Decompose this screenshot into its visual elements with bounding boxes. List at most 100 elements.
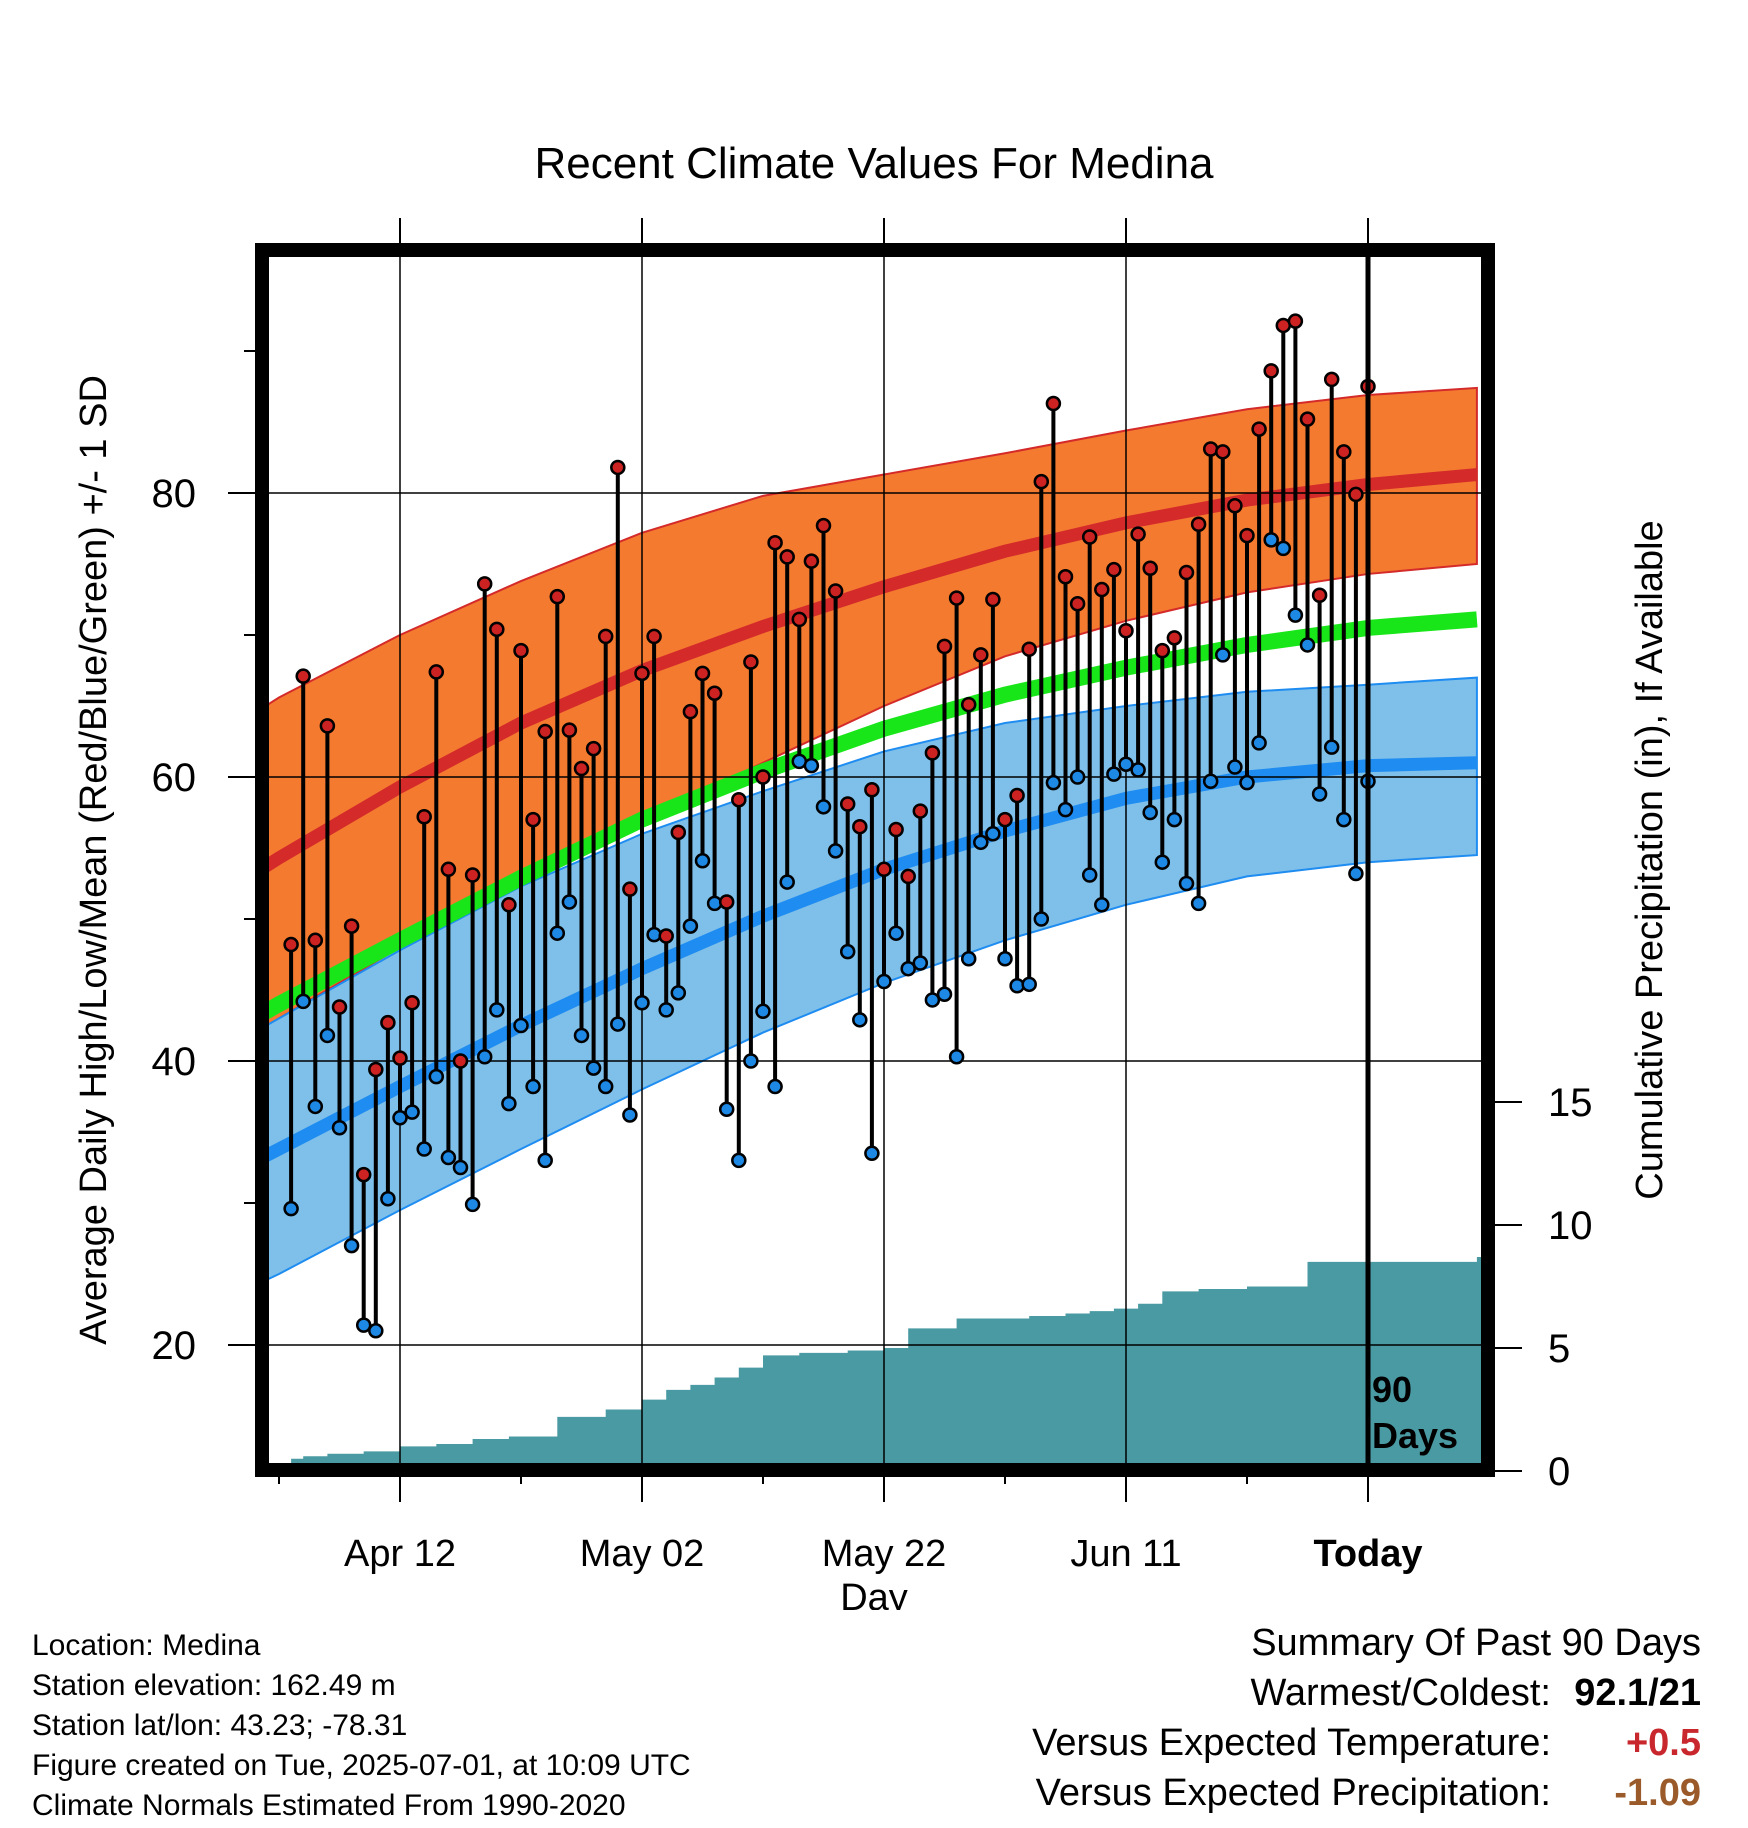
daily-low-point [525, 1078, 541, 1095]
daily-high-point [489, 621, 505, 638]
daily-high-point [1094, 581, 1110, 598]
daily-high-point [501, 897, 517, 913]
daily-low-point [1166, 811, 1183, 828]
daily-low-point [1311, 786, 1328, 802]
daily-low-point [343, 1237, 360, 1254]
daily-low-point [827, 843, 844, 859]
daily-high-point [936, 638, 953, 655]
daily-high-point [985, 591, 1001, 608]
daily-high-point [1336, 444, 1352, 460]
daily-low-point [948, 1048, 965, 1065]
daily-low-point [718, 1101, 735, 1118]
daily-high-point [561, 722, 578, 738]
plot-frame [255, 243, 1495, 1477]
daily-high-point [1033, 473, 1050, 490]
daily-high-point [839, 796, 856, 812]
summary-label: Warmest/Coldest: [1250, 1672, 1551, 1714]
daily-low-point [1094, 897, 1110, 913]
daily-low-point [658, 1002, 674, 1018]
axis-ticks: Apr 12 May 02 May 22 Jun 11 Today 20 40 60 80 0 5 1… [152, 218, 1593, 1575]
x-tick-label: Apr 12 [344, 1533, 456, 1575]
daily-high-point [755, 769, 771, 785]
daily-low-point [876, 973, 892, 990]
daily-low-point [1263, 532, 1279, 548]
daily-low-point [936, 986, 953, 1003]
daily-low-point [1178, 875, 1195, 892]
chart-title: Recent Climate Values For Medina [534, 139, 1214, 188]
daily-high-point [803, 553, 820, 569]
daily-low-point [1287, 607, 1304, 623]
daily-low-point [864, 1145, 880, 1162]
station-info: Location: Medina Station elevation: 162.… [32, 1626, 691, 1826]
y-tick-label: 40 [152, 1040, 197, 1084]
daily-low-point [597, 1078, 614, 1095]
daily-low-point [1190, 895, 1207, 912]
daily-low-point [1033, 911, 1050, 927]
daily-high-point [1215, 444, 1231, 460]
days-annotation: 90 [1372, 1369, 1412, 1410]
daily-high-point [452, 1053, 469, 1069]
daily-high-point [1311, 587, 1328, 603]
daily-high-point [670, 824, 687, 841]
daily-low-point [1154, 854, 1171, 870]
daily-high-point [1142, 560, 1158, 577]
info-elevation: Station elevation: 162.49 m [32, 1669, 396, 1702]
daily-high-point [1239, 527, 1255, 544]
info-created: Figure created on Tue, 2025-07-01, at 10… [32, 1749, 691, 1782]
daily-low-point [900, 960, 916, 977]
daily-low-point [1142, 804, 1158, 821]
daily-high-point [513, 642, 529, 659]
daily-low-point [1081, 867, 1098, 883]
daily-high-point [973, 647, 989, 663]
x-tick-label: May 22 [822, 1533, 947, 1575]
daily-low-point [1215, 647, 1231, 663]
daily-high-point [573, 760, 590, 777]
info-normals: Climate Normals Estimated From 1990-2020 [32, 1789, 626, 1822]
daily-low-point [513, 1017, 529, 1034]
daily-high-point [1178, 564, 1195, 581]
daily-low-point [1336, 811, 1352, 828]
x-tick-label: May 02 [580, 1533, 705, 1575]
daily-low-point [319, 1027, 336, 1044]
daily-high-point [1190, 516, 1207, 532]
daily-low-point [767, 1078, 783, 1095]
daily-low-point [622, 1107, 638, 1123]
daily-low-point [452, 1159, 469, 1176]
daily-low-point [610, 1016, 626, 1032]
daily-low-point [1021, 976, 1037, 993]
daily-high-point [537, 723, 553, 740]
daily-low-point [1227, 759, 1243, 775]
daily-high-point [1323, 371, 1340, 388]
daily-high-point [1106, 561, 1122, 578]
days-annotation-2: Days [1372, 1415, 1458, 1456]
daily-high-point [343, 918, 360, 934]
daily-high-point [307, 932, 324, 949]
summary-row-temp: Versus Expected Temperature: +0.5 [1032, 1718, 1701, 1768]
daily-low-point [1057, 801, 1074, 818]
daily-low-point [307, 1098, 324, 1115]
daily-high-point [706, 685, 723, 701]
daily-low-point [694, 853, 711, 869]
daily-high-point [924, 745, 941, 761]
daily-low-point [537, 1152, 553, 1169]
daily-high-point [380, 1014, 396, 1031]
daily-high-point [694, 665, 711, 682]
daily-low-point [428, 1068, 445, 1085]
daily-high-point [718, 894, 735, 910]
y-tick-label: 80 [152, 472, 197, 516]
daily-low-point [1299, 637, 1316, 653]
daily-high-point [404, 995, 420, 1011]
daily-low-point [912, 955, 929, 971]
daily-low-point [1045, 774, 1062, 791]
daily-high-point [1118, 622, 1134, 639]
daily-high-point [1069, 596, 1086, 612]
daily-low-point [380, 1190, 396, 1207]
daily-high-point [743, 654, 759, 670]
daily-high-point [948, 590, 965, 606]
daily-low-point [888, 925, 904, 941]
summary-label: Versus Expected Temperature: [1032, 1722, 1551, 1764]
daily-high-point [1263, 363, 1279, 379]
daily-high-point [912, 803, 929, 819]
daily-high-point [392, 1050, 408, 1066]
daily-low-point [803, 757, 820, 774]
